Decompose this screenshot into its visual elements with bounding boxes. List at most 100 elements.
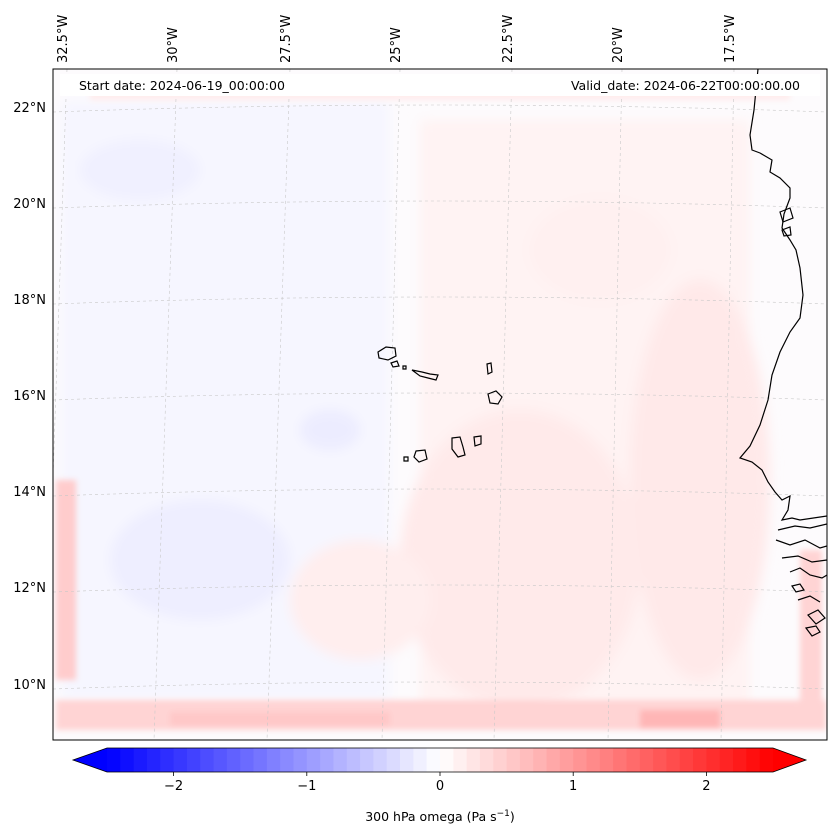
coastline-fragment bbox=[797, 595, 821, 603]
colorbar-block bbox=[293, 748, 308, 772]
colorbar-tick-label: 2 bbox=[702, 779, 710, 794]
coastline bbox=[738, 69, 827, 637]
island-boa-vista bbox=[487, 390, 503, 405]
colorbar-block bbox=[719, 748, 734, 772]
colorbar-block bbox=[546, 748, 561, 772]
map-panel: Start date: 2024-06-19_00:00:00 Valid_da… bbox=[13, 15, 828, 741]
longitude-labels: 32.5°W 30°W 27.5°W 25°W 22.5°W 20°W 17.5… bbox=[56, 15, 738, 63]
colorbar-block bbox=[653, 748, 668, 772]
colorbar-block bbox=[453, 748, 468, 772]
colorbar-tick-label: −2 bbox=[164, 779, 183, 794]
parallel-gridline bbox=[53, 681, 827, 690]
dakar-island bbox=[779, 207, 794, 223]
colorbar-block bbox=[613, 748, 628, 772]
meridian-gridline bbox=[720, 69, 735, 740]
colorbar-block bbox=[733, 748, 747, 772]
colorbar-block bbox=[333, 748, 348, 772]
colorbar-block bbox=[186, 748, 201, 772]
map-frame bbox=[52, 68, 828, 741]
colorbar-block bbox=[280, 748, 295, 772]
latitude-labels: 22°N 20°N 18°N 16°N 14°N 12°N 10°N bbox=[13, 101, 46, 693]
colorbar-block bbox=[466, 748, 481, 772]
lat-label-18n: 18°N bbox=[13, 293, 46, 308]
colorbar-block bbox=[559, 748, 574, 772]
parallel-gridline bbox=[53, 488, 827, 497]
colorbar-block bbox=[120, 748, 135, 772]
coastline-fragment bbox=[804, 625, 821, 637]
omega-field-texture bbox=[60, 100, 770, 710]
colorbar-block bbox=[519, 748, 534, 772]
meridian-gridline bbox=[153, 69, 178, 740]
colorbar-block bbox=[679, 748, 694, 772]
colorbar-gradient bbox=[107, 748, 774, 772]
colorbar-label: 300 hPa omega (Pa s−1) bbox=[365, 809, 515, 824]
colorbar-block bbox=[346, 748, 361, 772]
colorbar-block bbox=[599, 748, 614, 772]
colorbar-block bbox=[133, 748, 148, 772]
colorbar-block bbox=[400, 748, 414, 772]
lat-label-12n: 12°N bbox=[13, 581, 46, 596]
colorbar-tick-label: 1 bbox=[569, 779, 577, 794]
colorbar-block bbox=[533, 748, 548, 772]
colorbar-block bbox=[160, 748, 175, 772]
coastline-fragment bbox=[807, 609, 826, 625]
start-date-annotation: Start date: 2024-06-19_00:00:00 bbox=[79, 78, 285, 93]
meridian-gridline bbox=[607, 69, 623, 740]
meridian-gridline bbox=[493, 69, 513, 740]
african-coastline bbox=[738, 69, 827, 521]
coastline-fragment bbox=[777, 523, 827, 531]
colorbar-block bbox=[173, 748, 188, 772]
lon-label-32-5w: 32.5°W bbox=[56, 15, 71, 63]
colorbar-block bbox=[626, 748, 641, 772]
meridian-gridline bbox=[266, 69, 291, 740]
lat-label-22n: 22°N bbox=[13, 101, 46, 116]
colorbar-block bbox=[426, 748, 441, 772]
colorbar-tick-label: 0 bbox=[436, 779, 444, 794]
island-sao-nicolau bbox=[411, 369, 439, 381]
island-santo-antao bbox=[377, 346, 397, 361]
island-fogo bbox=[413, 449, 428, 463]
colorbar-block bbox=[146, 748, 161, 772]
colorbar-block bbox=[107, 748, 121, 772]
lon-label-17-5w: 17.5°W bbox=[723, 15, 738, 63]
parallel-gridline bbox=[53, 392, 827, 401]
colorbar-block bbox=[413, 748, 428, 772]
island-brava bbox=[403, 456, 409, 462]
colorbar-block bbox=[706, 748, 721, 772]
valid-date-annotation: Valid_date: 2024-06-22T00:00:00.00 bbox=[571, 78, 800, 93]
colorbar-block bbox=[200, 748, 215, 772]
bijagos-island bbox=[791, 583, 805, 593]
lon-label-30w: 30°W bbox=[166, 27, 181, 63]
colorbar-block bbox=[266, 748, 281, 772]
colorbar-block bbox=[373, 748, 388, 772]
colorbar-tick-label: −1 bbox=[297, 779, 316, 794]
island-sal bbox=[486, 362, 493, 375]
map-gridlines bbox=[53, 69, 827, 740]
lat-label-10n: 10°N bbox=[13, 678, 46, 693]
colorbar-block bbox=[506, 748, 521, 772]
colorbar-block bbox=[746, 748, 761, 772]
coastline-fragment bbox=[775, 539, 827, 549]
colorbar-block bbox=[440, 748, 454, 772]
lat-label-14n: 14°N bbox=[13, 485, 46, 500]
island-santa-luzia bbox=[402, 365, 407, 370]
cape-verde-islands bbox=[377, 346, 503, 463]
colorbar-block bbox=[693, 748, 707, 772]
parallel-gridline bbox=[53, 200, 827, 209]
dakar-island bbox=[781, 226, 792, 237]
lat-label-16n: 16°N bbox=[13, 389, 46, 404]
colorbar-block bbox=[573, 748, 588, 772]
island-sao-vicente bbox=[390, 360, 400, 368]
colorbar-block bbox=[586, 748, 601, 772]
colorbar-ticks: −2 −1 0 1 2 bbox=[164, 772, 711, 794]
island-maio bbox=[473, 435, 482, 447]
colorbar-block bbox=[479, 748, 494, 772]
colorbar-outline bbox=[71, 747, 808, 773]
colorbar-block bbox=[213, 748, 228, 772]
colorbar-block bbox=[253, 748, 268, 772]
colorbar-block bbox=[226, 748, 241, 772]
colorbar-block bbox=[666, 748, 681, 772]
coastline-fragment bbox=[789, 567, 827, 579]
lon-label-25w: 25°W bbox=[389, 27, 404, 63]
coastline-fragment bbox=[781, 555, 827, 563]
